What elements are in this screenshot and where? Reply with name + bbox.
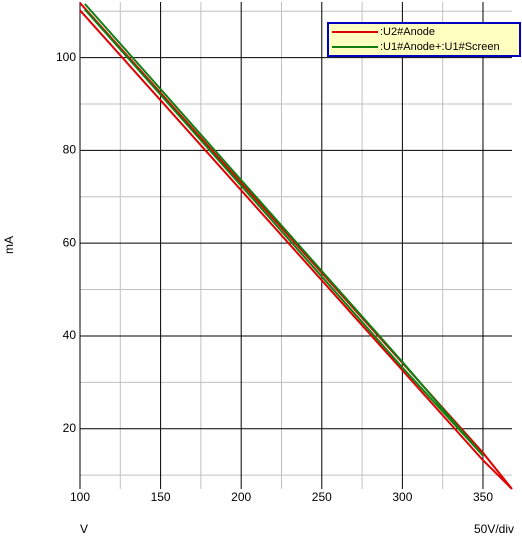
x-tick-label: 350 — [473, 490, 493, 504]
legend-label: :U1#Anode+:U1#Screen — [380, 41, 500, 53]
x-tick-label: 250 — [312, 490, 332, 504]
y-tick-label: 20 — [63, 421, 77, 435]
y-tick-label: 80 — [63, 143, 77, 157]
scale-note: 50V/div — [474, 522, 514, 536]
x-tick-label: 300 — [392, 490, 412, 504]
y-tick-label: 60 — [63, 235, 77, 249]
series-line — [79, 2, 513, 490]
legend-box — [327, 22, 521, 57]
y-tick-label: 100 — [56, 50, 76, 64]
legend-label: :U2#Anode — [380, 26, 435, 38]
y-axis-label: mA — [2, 236, 16, 254]
series-line — [84, 3, 484, 457]
x-tick-label: 200 — [231, 490, 251, 504]
y-tick-label: 40 — [63, 328, 77, 342]
x-tick-label: 100 — [70, 490, 90, 504]
x-tick-label: 150 — [151, 490, 171, 504]
x-axis-label: V — [80, 522, 88, 536]
